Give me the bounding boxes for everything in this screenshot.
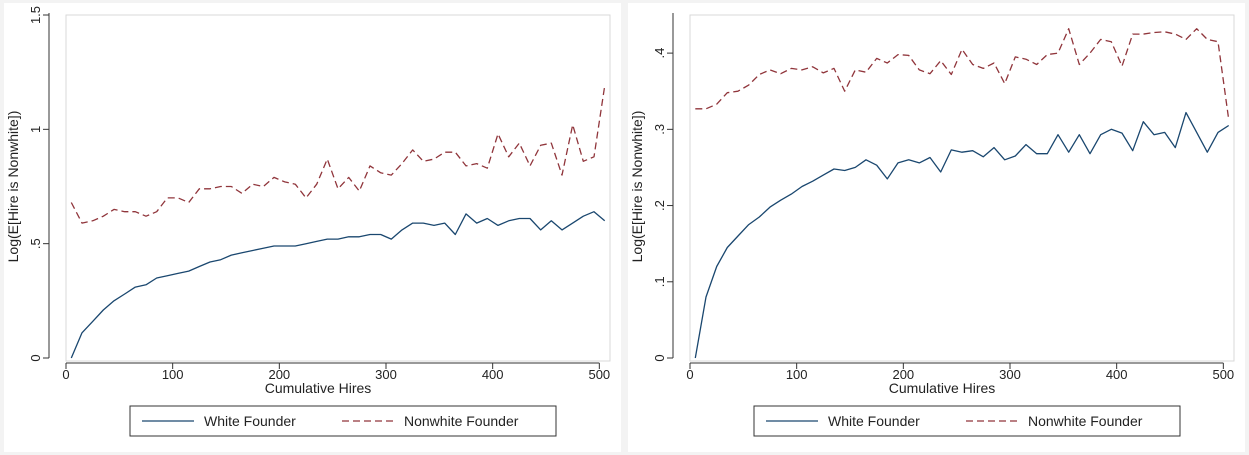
x-tick-label: 400	[482, 367, 504, 382]
x-tick-label: 100	[786, 367, 808, 382]
series-line-white-founder	[70, 211, 606, 359]
x-tick-label: 100	[162, 367, 184, 382]
x-tick-label: 500	[588, 367, 610, 382]
x-tick-label: 0	[62, 367, 69, 382]
y-tick-label: .1	[652, 276, 667, 287]
x-tick-label: 0	[686, 367, 693, 382]
legend-label: Nonwhite Founder	[404, 413, 519, 429]
y-tick-label: 0	[652, 354, 667, 361]
y-tick-label: 1	[28, 126, 43, 133]
legend-label: White Founder	[828, 413, 920, 429]
left-chart-panel: 0 .5 1 1.5 Log(E[Hire is Nonwhite]) 0 100 200 30…	[4, 3, 621, 452]
x-axis-title: Cumulative Hires	[889, 380, 996, 396]
x-tick-label: 200	[892, 367, 914, 382]
legend-label: Nonwhite Founder	[1028, 413, 1143, 429]
x-tick-label: 300	[375, 367, 397, 382]
y-tick-label: .3	[652, 124, 667, 135]
x-tick-label: 500	[1212, 367, 1234, 382]
x-tick-label: 300	[999, 367, 1021, 382]
x-axis-title: Cumulative Hires	[265, 380, 372, 396]
y-axis-title: Log(E[Hire is Nonwhite])	[629, 111, 645, 263]
y-tick-label: 1.5	[28, 6, 43, 24]
y-tick-label: .4	[652, 48, 667, 59]
x-tick-label: 400	[1106, 367, 1128, 382]
y-tick-label: 0	[28, 354, 43, 361]
right-chart-panel: 0 .1 .2 .3 .4 Log(E[Hire is Nonwhite]) 0 100 200…	[628, 3, 1245, 452]
y-tick-label: .2	[652, 200, 667, 211]
right-line-chart: 0 .1 .2 .3 .4 Log(E[Hire is Nonwhite]) 0 100 200…	[629, 13, 1235, 437]
y-tick-label: .5	[28, 238, 43, 249]
y-axis-title: Log(E[Hire is Nonwhite])	[5, 111, 21, 263]
plot-area-frame	[65, 14, 611, 362]
x-tick-label: 200	[268, 367, 290, 382]
series-line-nonwhite-founder	[695, 28, 1230, 120]
legend-label: White Founder	[204, 413, 296, 429]
legend: White Founder Nonwhite Founder	[753, 405, 1181, 437]
left-line-chart: 0 .5 1 1.5 Log(E[Hire is Nonwhite]) 0 100 200 30…	[5, 6, 611, 437]
plot-area-frame	[689, 14, 1235, 362]
legend: White Founder Nonwhite Founder	[129, 405, 557, 437]
series-line-white-founder	[694, 111, 1230, 359]
series-line-nonwhite-founder	[70, 85, 606, 224]
